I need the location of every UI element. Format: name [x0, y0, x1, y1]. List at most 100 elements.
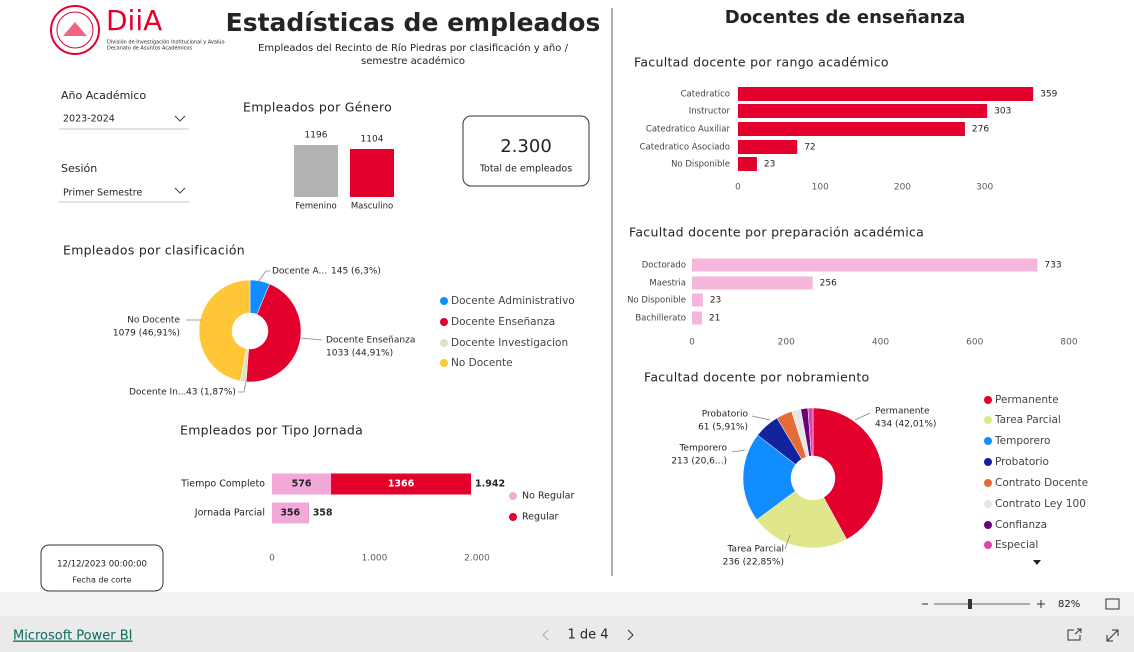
chart-title: Facultad docente por nobramiento [644, 370, 869, 385]
chevron [174, 115, 186, 122]
x-tick-label: 400 [872, 338, 889, 348]
prev-page[interactable] [542, 629, 549, 641]
bar [692, 311, 702, 325]
data-label-name: No Docente [127, 316, 180, 326]
filter-value: Primer Semestre [63, 188, 142, 199]
next-page[interactable] [627, 629, 634, 641]
x-tick-label: 0 [689, 338, 695, 348]
leader-line [238, 380, 247, 393]
bar [350, 149, 394, 197]
brand-link[interactable]: Microsoft Power BI [13, 629, 132, 644]
legend-label: Especial [995, 539, 1038, 551]
legend-marker [440, 318, 448, 326]
legend-marker [984, 521, 992, 529]
y-tick-label: No Disponible [627, 296, 686, 306]
donut-slice [198, 279, 251, 382]
chevron [174, 187, 186, 194]
legend-label: Confianza [995, 519, 1047, 531]
data-label: 43 (1,87%) [186, 388, 236, 398]
data-label: 72 [804, 143, 815, 153]
y-tick-label: Tiempo Completo [180, 479, 265, 490]
x-tick-label: 300 [976, 183, 993, 193]
legend-marker [440, 339, 448, 347]
legend-marker [984, 458, 992, 466]
x-tick-label: 600 [966, 338, 983, 348]
seal [50, 5, 100, 55]
bar [294, 145, 338, 197]
legend-scroll[interactable] [1033, 560, 1041, 565]
legend-marker [440, 359, 448, 367]
data-label: 434 (42,01%) [875, 420, 936, 430]
bar-segment [331, 473, 472, 495]
legend-label: Regular [522, 512, 559, 523]
legend-label: Tarea Parcial [994, 414, 1061, 426]
data-label: 576 [292, 479, 312, 490]
legend-marker [440, 297, 448, 305]
page-title: Estadísticas de empleados [226, 8, 601, 37]
data-label-name: Permanente [875, 407, 930, 417]
data-label: 733 [1044, 261, 1061, 271]
legend-marker [984, 396, 992, 404]
bar-segment [272, 502, 309, 524]
share[interactable] [1067, 628, 1082, 641]
x-tick-label: 200 [894, 183, 911, 193]
legend-marker [509, 513, 517, 521]
data-label-name: Docente Enseñanza [326, 336, 415, 346]
fit-page[interactable] [1105, 598, 1120, 610]
leader-line [731, 449, 746, 453]
cutoff-value: 12/12/2023 00:00:00 [57, 560, 147, 570]
legend-marker [984, 479, 992, 487]
zoom-level: 82% [1058, 599, 1080, 610]
data-label-name: Probatorio [702, 410, 749, 420]
data-label-name: Docente In... [129, 388, 187, 398]
data-label: 1079 (46,91%) [113, 329, 180, 339]
data-label-name: Tarea Parcial [727, 545, 784, 555]
bar-segment [272, 473, 332, 495]
chart-title: Facultad docente por preparación académi… [629, 225, 924, 240]
leader-line [854, 412, 871, 421]
donut-slice [807, 407, 814, 457]
logo-name: DiiA [106, 4, 162, 37]
kpi-card [462, 115, 590, 187]
kpi-label: Total de empleados [479, 164, 572, 175]
leader-line [751, 415, 771, 421]
legend-label: Permanente [995, 394, 1059, 406]
data-label-name: Docente A... [272, 267, 327, 277]
data-label: 1366 [388, 479, 415, 490]
data-label: 356 [280, 508, 300, 519]
dropdown[interactable]: 2023-2024 [59, 114, 189, 130]
page-subtitle: semestre académico [361, 55, 465, 67]
bar [692, 293, 703, 307]
data-label: 23 [764, 160, 775, 170]
y-tick-label: Jornada Parcial [194, 508, 265, 519]
x-tick-label: 1.000 [362, 554, 388, 564]
leader-line [257, 270, 270, 283]
dropdown[interactable]: Primer Semestre [59, 188, 189, 203]
chart-title: Facultad docente por rango académico [634, 55, 889, 70]
data-label-name: Temporero [678, 444, 727, 454]
data-label: 1196 [305, 131, 328, 141]
filter-value: 2023-2024 [63, 114, 115, 125]
data-label: 303 [994, 107, 1011, 117]
data-label: 61 (5,91%) [698, 423, 748, 433]
logo-subtitle: División de Investigación Institucional … [107, 39, 225, 46]
zoom-in[interactable] [1037, 600, 1045, 608]
leader-line [299, 337, 323, 341]
chart-title: Empleados por clasificación [63, 243, 245, 258]
data-label: 213 (20,6...) [671, 457, 727, 467]
legend-marker [984, 500, 992, 508]
bar [738, 140, 798, 154]
legend-marker [984, 437, 992, 445]
total-label: 1.942 [475, 479, 505, 490]
legend-label: Contrato Ley 100 [995, 498, 1086, 510]
y-tick-label: No Disponible [671, 160, 730, 170]
legend-marker [509, 492, 517, 500]
chart-title: Empleados por Tipo Jornada [180, 423, 363, 438]
legend-label: No Docente [451, 357, 513, 369]
x-tick-label: 0 [735, 183, 741, 193]
x-tick-label: 2.000 [464, 554, 490, 564]
fullscreen[interactable] [1106, 629, 1119, 642]
donut-slice [245, 283, 302, 383]
donut-slice [742, 434, 796, 520]
zoom-thumb[interactable] [968, 599, 972, 609]
